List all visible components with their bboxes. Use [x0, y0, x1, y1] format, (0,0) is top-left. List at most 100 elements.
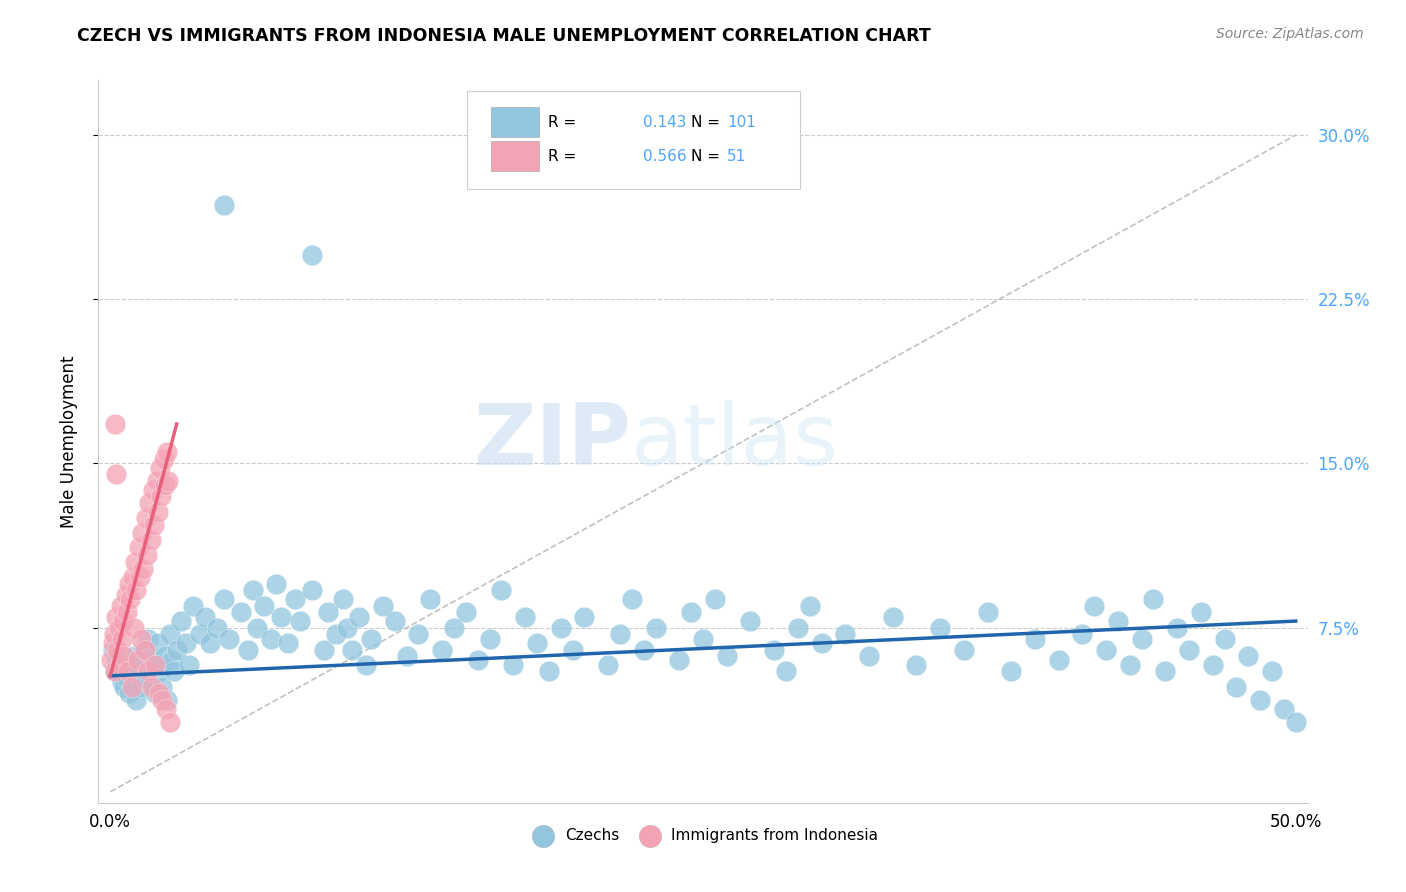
Point [1107, 614, 1129, 628]
Point [644, 621, 666, 635]
Point [1119, 657, 1142, 672]
Point [454, 605, 477, 619]
Point [395, 649, 418, 664]
Point [609, 627, 631, 641]
Point [139, 533, 162, 547]
Point [1189, 605, 1212, 619]
Point [111, 675, 134, 690]
Point [111, 632, 134, 646]
Point [325, 627, 347, 641]
Point [150, 489, 173, 503]
Point [526, 636, 548, 650]
Point [136, 549, 159, 563]
Point [194, 609, 217, 624]
Point [143, 517, 166, 532]
Point [740, 614, 762, 628]
Point [120, 592, 142, 607]
Point [148, 686, 170, 700]
Point [229, 605, 252, 619]
Point [110, 599, 132, 613]
Point [681, 605, 703, 619]
Point [103, 627, 125, 641]
Point [129, 680, 152, 694]
Point [118, 686, 141, 700]
Point [432, 642, 454, 657]
Point [104, 417, 127, 431]
Point [122, 649, 145, 664]
Point [347, 609, 370, 624]
Point [152, 693, 174, 707]
Point [858, 649, 880, 664]
Point [174, 636, 197, 650]
Point [105, 609, 128, 624]
Point [810, 636, 832, 650]
Point [1249, 693, 1271, 707]
Text: ZIP: ZIP [472, 400, 630, 483]
Point [502, 657, 524, 672]
Legend: Czechs, Immigrants from Indonesia: Czechs, Immigrants from Indonesia [522, 822, 884, 849]
Point [153, 649, 176, 664]
Text: 0.566: 0.566 [643, 149, 686, 163]
Point [1024, 632, 1046, 646]
Point [134, 642, 156, 657]
Point [114, 588, 136, 602]
Point [491, 583, 513, 598]
Point [976, 605, 998, 619]
Point [467, 653, 489, 667]
Point [270, 609, 292, 624]
Point [1142, 592, 1164, 607]
Point [1071, 627, 1094, 641]
Point [288, 614, 311, 628]
Point [104, 665, 127, 679]
Point [478, 632, 501, 646]
Point [136, 632, 159, 646]
Point [1285, 714, 1308, 729]
Point [763, 642, 786, 657]
Text: 0.143: 0.143 [643, 115, 686, 129]
Point [127, 653, 149, 667]
Point [129, 570, 152, 584]
Point [152, 452, 174, 467]
Point [166, 642, 188, 657]
Point [799, 599, 821, 613]
Point [419, 592, 441, 607]
Point [149, 665, 172, 679]
Point [142, 483, 165, 497]
Point [155, 701, 177, 715]
FancyBboxPatch shape [467, 91, 800, 189]
Y-axis label: Male Unemployment: Male Unemployment [59, 355, 77, 528]
Text: N =: N = [690, 115, 720, 129]
Point [132, 561, 155, 575]
Point [332, 592, 354, 607]
Point [160, 653, 183, 667]
Point [146, 636, 169, 650]
Point [218, 632, 240, 646]
Point [408, 627, 430, 641]
Point [156, 693, 179, 707]
Point [318, 605, 340, 619]
Point [253, 599, 276, 613]
Point [561, 642, 583, 657]
Point [105, 642, 128, 657]
Point [107, 621, 129, 635]
Point [115, 605, 138, 619]
Point [242, 583, 264, 598]
Text: atlas: atlas [630, 400, 838, 483]
Point [177, 657, 200, 672]
Point [212, 592, 235, 607]
Point [775, 665, 797, 679]
Point [159, 627, 181, 641]
Point [105, 653, 128, 667]
Point [336, 621, 359, 635]
Point [135, 511, 157, 525]
Point [190, 627, 212, 641]
Point [1130, 632, 1153, 646]
Point [929, 621, 952, 635]
Point [1237, 649, 1260, 664]
Point [170, 614, 193, 628]
Point [1000, 665, 1022, 679]
Point [121, 570, 143, 584]
Point [108, 657, 131, 672]
Point [1213, 632, 1236, 646]
Point [118, 577, 141, 591]
